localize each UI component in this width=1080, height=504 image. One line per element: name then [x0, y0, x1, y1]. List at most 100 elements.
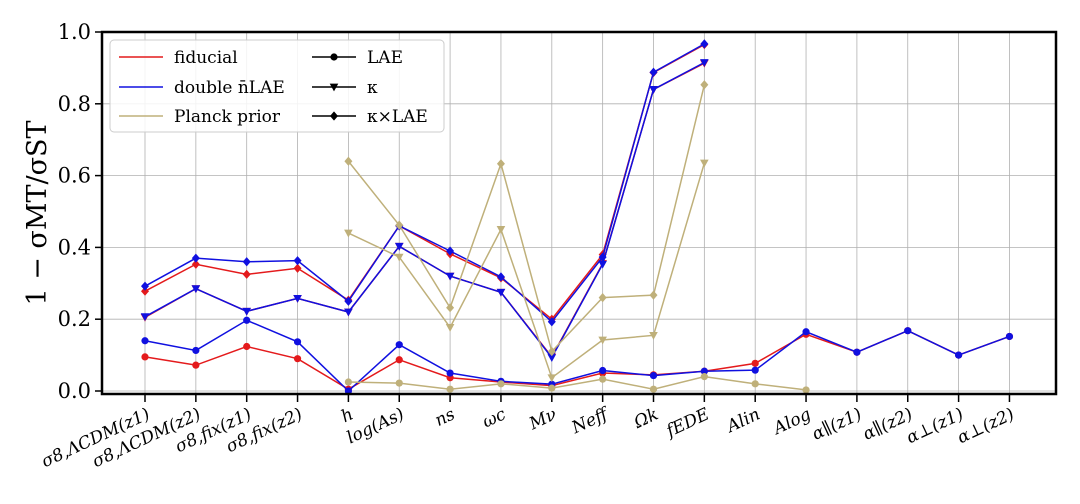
data-point	[344, 378, 352, 386]
legend-label: κ	[367, 78, 378, 98]
x-tick-label: log(As)	[344, 404, 408, 448]
data-point	[242, 269, 251, 279]
data-point	[547, 374, 557, 383]
data-point	[141, 286, 149, 296]
data-point	[649, 86, 658, 94]
data-point	[649, 371, 658, 380]
data-point	[751, 359, 759, 367]
data-point	[649, 67, 658, 77]
legend-label: double n̄LAE	[174, 78, 285, 98]
data-point	[496, 159, 505, 169]
data-point	[242, 307, 251, 316]
data-point	[141, 337, 149, 345]
legend-marker	[329, 83, 339, 92]
data-point	[191, 285, 201, 294]
data-point	[700, 39, 709, 49]
data-point	[751, 366, 759, 374]
data-point	[293, 338, 302, 346]
data-point	[700, 373, 708, 381]
data-point	[700, 367, 708, 375]
x-tick-label: fEDE	[662, 404, 713, 442]
x-ticks: σ8,ΛCDM(z1)σ8,ΛCDM(z2)σ8,fix(z1)σ8,fix(z…	[38, 394, 1018, 472]
data-point	[547, 354, 557, 363]
plot-frame	[100, 30, 1058, 396]
data-point	[598, 293, 607, 303]
data-point	[141, 281, 149, 291]
series-line	[144, 61, 705, 359]
series-6	[344, 373, 810, 394]
x-tick-label: Ωk	[630, 404, 661, 433]
data-point	[446, 246, 455, 256]
y-tick-label: 1.0	[58, 20, 91, 44]
data-point	[140, 313, 150, 322]
data-point	[649, 331, 658, 340]
series-8	[344, 80, 709, 357]
legend-marker	[330, 53, 338, 61]
series-line	[348, 162, 706, 379]
data-point	[344, 308, 353, 317]
x-tick-label: Alog	[769, 404, 815, 439]
data-point	[853, 348, 861, 356]
data-point	[547, 317, 556, 327]
data-point	[446, 369, 454, 377]
data-point	[395, 356, 403, 364]
x-tick-label: ns	[432, 404, 459, 431]
data-point	[649, 385, 658, 393]
data-point	[192, 346, 200, 355]
x-tick-label: h	[338, 404, 356, 427]
data-point	[497, 380, 505, 388]
data-point	[344, 296, 353, 306]
data-point	[598, 252, 607, 262]
series-line	[144, 319, 1010, 393]
legend-label: fiducial	[174, 48, 238, 68]
data-point	[242, 257, 251, 267]
series-lines	[140, 39, 1014, 395]
data-point	[192, 361, 200, 369]
data-point	[1005, 332, 1014, 341]
legend-box	[109, 39, 445, 133]
data-point	[599, 366, 607, 375]
data-point	[446, 303, 455, 313]
data-point	[394, 242, 404, 251]
data-point	[445, 272, 455, 281]
series-7	[344, 159, 709, 383]
series-line	[348, 375, 807, 391]
data-point	[141, 353, 149, 361]
y-tick-label: 0.8	[58, 92, 91, 116]
series-line	[144, 329, 1010, 391]
legend-label: Planck prior	[174, 107, 281, 127]
data-point	[598, 260, 607, 269]
data-point	[445, 324, 455, 332]
y-tick-label: 0.6	[58, 164, 91, 188]
data-point	[394, 253, 404, 262]
y-axis-label: 1 − σMT/σST	[22, 120, 53, 305]
y-tick-label: 0.4	[58, 235, 91, 259]
data-point	[751, 380, 759, 388]
data-point	[293, 256, 302, 266]
data-point	[496, 226, 506, 234]
data-point	[598, 336, 607, 345]
data-point	[395, 379, 403, 387]
data-point	[243, 342, 251, 351]
data-point	[395, 220, 404, 230]
data-point	[700, 59, 709, 67]
x-tick-label: α⊥(z1)	[903, 404, 966, 448]
data-point	[548, 384, 556, 392]
data-point	[802, 328, 810, 336]
data-point	[191, 253, 200, 263]
legend-label: LAE	[367, 48, 403, 68]
x-tick-label: α∥(z1)	[809, 404, 865, 444]
legend-label: κ×LAE	[367, 107, 428, 127]
data-point	[191, 259, 200, 269]
x-tick-label: Alin	[722, 404, 763, 437]
data-point	[649, 290, 658, 300]
data-point	[496, 272, 505, 282]
data-point	[446, 385, 454, 393]
data-point	[496, 288, 506, 297]
data-point	[344, 229, 353, 238]
legend-marker	[330, 111, 338, 121]
data-point	[547, 346, 556, 357]
data-point	[395, 341, 403, 349]
x-tick-label: α⊥(z2)	[954, 404, 1017, 448]
data-point	[293, 294, 302, 303]
